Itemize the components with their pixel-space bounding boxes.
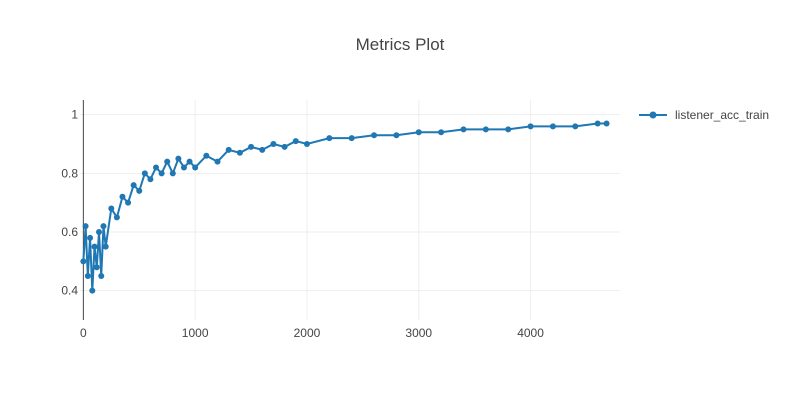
data-point[interactable] [371,132,378,139]
data-point[interactable] [93,264,100,271]
data-point[interactable] [460,126,467,133]
data-point[interactable] [594,120,601,127]
data-point[interactable] [192,164,199,171]
data-point[interactable] [259,146,266,153]
y-tick-label: 0.6 [61,225,78,239]
data-point[interactable] [527,123,534,130]
data-point[interactable] [348,135,355,142]
data-point[interactable] [119,193,126,200]
data-point[interactable] [393,132,400,139]
chart-title: Metrics Plot [356,35,445,54]
series-layer [80,120,610,294]
data-point[interactable] [505,126,512,133]
data-point[interactable] [84,273,91,279]
data-point[interactable] [549,123,556,130]
data-point[interactable] [214,158,221,165]
data-point[interactable] [98,273,105,279]
data-point[interactable] [415,129,422,136]
data-point[interactable] [125,199,132,206]
data-point[interactable] [572,123,579,130]
data-point[interactable] [248,143,255,150]
x-tick-label: 1000 [182,326,209,340]
y-tick-label: 1 [71,108,78,122]
data-point[interactable] [130,182,137,189]
data-point[interactable] [147,176,154,183]
legend[interactable]: listener_acc_train [639,108,769,122]
y-tick-label: 0.8 [61,166,78,180]
grid-layer [80,100,620,320]
data-point[interactable] [438,129,445,136]
data-point[interactable] [186,158,193,165]
legend-label: listener_acc_train [675,108,769,122]
data-point[interactable] [164,158,171,165]
data-point[interactable] [225,146,232,153]
data-point[interactable] [180,164,187,171]
data-point[interactable] [603,120,610,127]
data-point[interactable] [169,170,176,177]
data-point[interactable] [136,187,143,194]
data-point[interactable] [89,287,96,294]
data-point[interactable] [292,138,299,145]
data-point[interactable] [326,135,333,142]
series-line [82,122,607,291]
data-point[interactable] [270,141,277,147]
data-point[interactable] [82,223,89,230]
data-point[interactable] [158,170,165,177]
x-tick-label: 3000 [405,326,432,340]
legend-marker [649,111,657,119]
y-tick-label: 0.4 [61,284,78,298]
data-point[interactable] [141,170,148,177]
data-point[interactable] [102,243,109,250]
data-point[interactable] [175,155,182,162]
data-point[interactable] [113,214,120,221]
data-point[interactable] [87,234,94,241]
data-point[interactable] [303,141,310,147]
labels-layer: 0 1000 2000 3000 4000 0.4 0.6 0.8 1 [61,108,544,340]
x-tick-label: 4000 [517,326,544,340]
data-point[interactable] [100,223,107,230]
data-point[interactable] [236,149,243,156]
data-point[interactable] [80,258,87,265]
data-point[interactable] [91,243,98,250]
x-tick-label: 0 [80,326,87,340]
data-point[interactable] [153,164,160,171]
x-tick-label: 2000 [294,326,321,340]
data-point[interactable] [108,205,115,212]
data-point[interactable] [96,229,103,235]
data-point[interactable] [482,126,489,133]
data-point[interactable] [203,152,210,159]
data-point[interactable] [281,143,288,150]
